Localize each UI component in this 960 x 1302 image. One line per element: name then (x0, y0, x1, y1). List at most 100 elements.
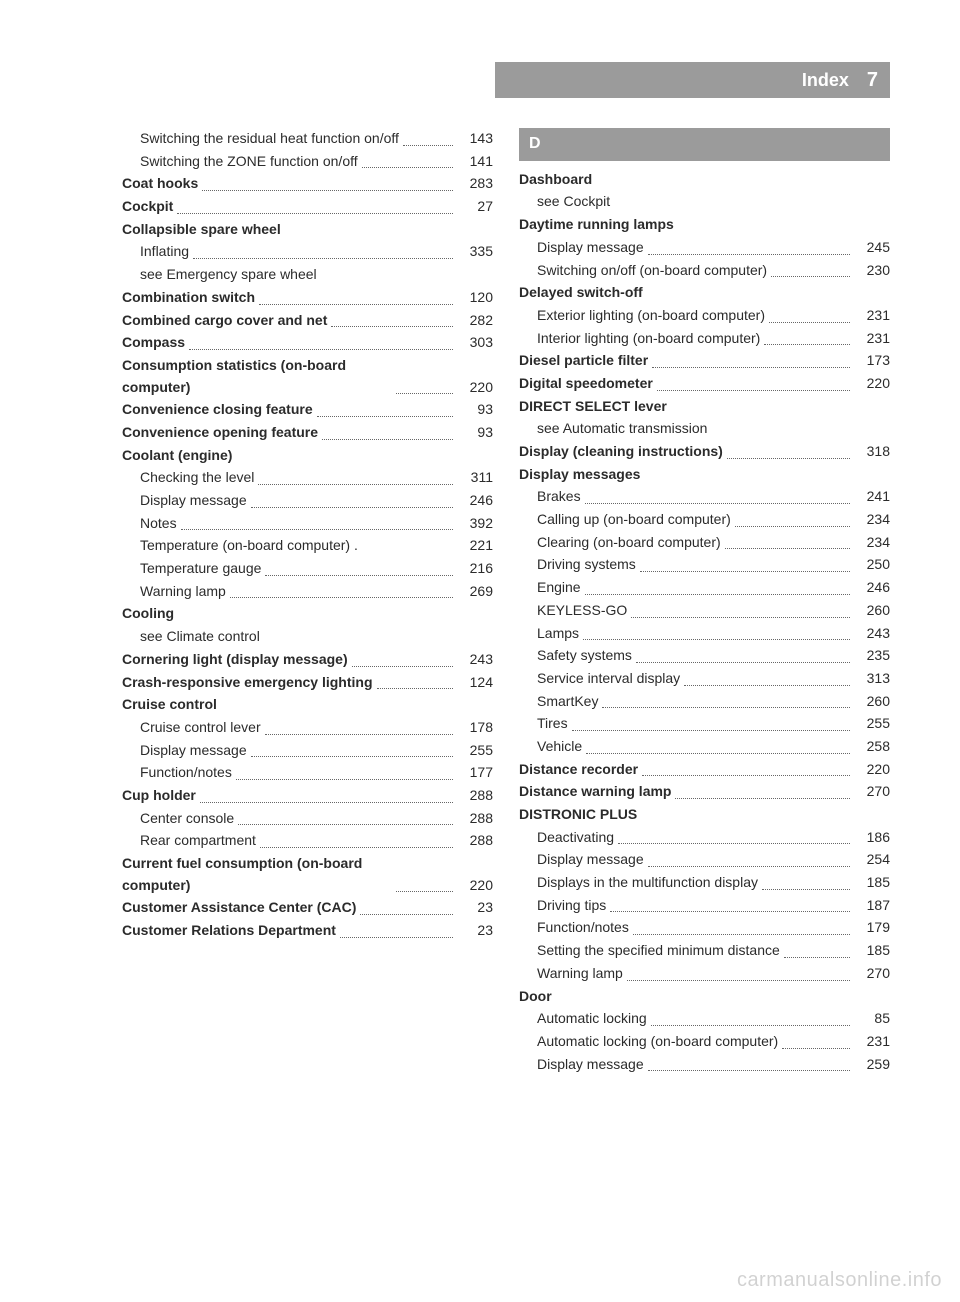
index-entry-label: Warning lamp (140, 581, 226, 603)
leader-dots (200, 802, 453, 803)
index-entry-page: 120 (457, 287, 493, 309)
index-entry-label: Vehicle (537, 736, 582, 758)
index-entry-label: Switching the ZONE function on/off (140, 151, 358, 173)
index-entry-page: 173 (854, 350, 890, 372)
index-entry-page: 243 (854, 623, 890, 645)
index-entry-label: Display message (537, 237, 644, 259)
leader-dots (396, 393, 453, 394)
index-entry-label: Cup holder (122, 785, 196, 807)
index-entry-label: DIRECT SELECT lever (519, 396, 667, 418)
index-entry: SmartKey260 (519, 691, 890, 713)
index-entry-label: Display message (537, 849, 644, 871)
index-entry-label: Brakes (537, 486, 581, 508)
index-entry: Customer Assistance Center (CAC)23 (122, 897, 493, 919)
leader-dots (640, 571, 850, 572)
index-entry-label: Door (519, 986, 552, 1008)
leader-dots (317, 416, 453, 417)
leader-dots (331, 326, 453, 327)
leader-dots (784, 957, 850, 958)
leader-dots (633, 934, 850, 935)
index-entry: Cruise control (122, 694, 493, 716)
index-entry-label: Cockpit (122, 196, 173, 218)
index-entry-page: 335 (457, 241, 493, 263)
index-entry: Distance recorder220 (519, 759, 890, 781)
leader-dots (238, 824, 453, 825)
leader-dots (651, 1025, 850, 1026)
leader-dots (251, 507, 453, 508)
leader-dots (258, 484, 453, 485)
index-entry-label: Display message (140, 740, 247, 762)
index-entry: DISTRONIC PLUS (519, 804, 890, 826)
leader-dots (230, 597, 453, 598)
index-entry: Clearing (on-board computer)234 (519, 532, 890, 554)
index-entry: Deactivating186 (519, 827, 890, 849)
leader-dots (727, 458, 850, 459)
index-entry-label: Clearing (on-board computer) (537, 532, 721, 554)
index-entry-label: see Automatic transmission (537, 418, 707, 440)
index-entry: Cup holder288 (122, 785, 493, 807)
index-entry-label: Display message (140, 490, 247, 512)
index-entry-label: Warning lamp (537, 963, 623, 985)
index-entry-label: Digital speedometer (519, 373, 653, 395)
index-entry: Door (519, 986, 890, 1008)
index-entry: Calling up (on-board computer)234 (519, 509, 890, 531)
index-entry-label: Lamps (537, 623, 579, 645)
index-entry-label: SmartKey (537, 691, 598, 713)
index-entry: see Emergency spare wheel (122, 264, 493, 286)
index-entry-label: Diesel particle filter (519, 350, 648, 372)
leader-dots (177, 213, 453, 214)
index-entry-page: 23 (457, 897, 493, 919)
index-entry: DIRECT SELECT lever (519, 396, 890, 418)
leader-dots (403, 145, 453, 146)
index-entry-label: Automatic locking (on-board computer) (537, 1031, 778, 1053)
index-entry: Cruise control lever178 (122, 717, 493, 739)
index-entry-label: Center console (140, 808, 234, 830)
index-entry-page: 245 (854, 237, 890, 259)
index-entry-label: see Climate control (140, 626, 260, 648)
index-entry-page: 311 (457, 467, 493, 489)
leader-dots (648, 1070, 850, 1071)
index-entry-label: KEYLESS-GO (537, 600, 627, 622)
index-entry-label: DISTRONIC PLUS (519, 804, 637, 826)
index-entry-page: 258 (854, 736, 890, 758)
index-entry: Customer Relations Department23 (122, 920, 493, 942)
index-entry-page: 313 (854, 668, 890, 690)
index-entry: Collapsible spare wheel (122, 219, 493, 241)
leader-dots (652, 367, 850, 368)
leader-dots (360, 914, 453, 915)
index-entry: Cornering light (display message)243 (122, 649, 493, 671)
leader-dots (762, 889, 850, 890)
index-entry-page: 93 (457, 422, 493, 444)
index-entry: Display message246 (122, 490, 493, 512)
leader-dots (735, 526, 850, 527)
leader-dots (631, 617, 850, 618)
index-entry-label: Cooling (122, 603, 174, 625)
leader-dots (725, 548, 850, 549)
index-entry: Function/notes179 (519, 917, 890, 939)
leader-dots (362, 167, 453, 168)
index-entry: Daytime running lamps (519, 214, 890, 236)
index-entry: Display message255 (122, 740, 493, 762)
index-entry-label: Compass (122, 332, 185, 354)
index-columns: Switching the residual heat function on/… (122, 128, 890, 1076)
index-entry-label: see Emergency spare wheel (140, 264, 317, 286)
index-entry-page: 178 (457, 717, 493, 739)
index-entry: Checking the level311 (122, 467, 493, 489)
leader-dots (259, 304, 453, 305)
index-entry: Exterior lighting (on-board computer)231 (519, 305, 890, 327)
leader-dots (648, 866, 850, 867)
leader-dots (642, 775, 850, 776)
leader-dots (202, 190, 453, 191)
index-entry: Consumption statistics (on-board compute… (122, 355, 493, 398)
index-entry-page: 220 (457, 875, 493, 897)
leader-dots (189, 349, 453, 350)
index-entry-page: 124 (457, 672, 493, 694)
index-entry: Delayed switch-off (519, 282, 890, 304)
index-entry-page: 230 (854, 260, 890, 282)
leader-dots (627, 980, 850, 981)
index-entry-label: Tires (537, 713, 568, 735)
index-entry-label: Driving tips (537, 895, 606, 917)
index-entry-page: 254 (854, 849, 890, 871)
index-entry: Warning lamp270 (519, 963, 890, 985)
index-entry-page: 93 (457, 399, 493, 421)
